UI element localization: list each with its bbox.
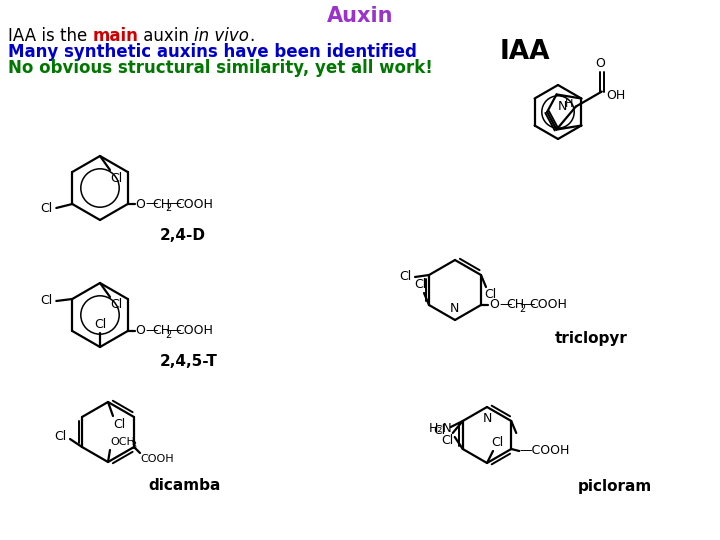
Text: No obvious structural similarity, yet all work!: No obvious structural similarity, yet al… (8, 59, 433, 77)
Text: Cl: Cl (414, 279, 426, 292)
Text: OH: OH (606, 89, 625, 102)
Text: Cl: Cl (441, 435, 453, 448)
Text: —: — (168, 325, 181, 338)
Text: in vivo: in vivo (194, 27, 249, 45)
Text: H₂N: H₂N (429, 422, 453, 435)
Text: O: O (135, 325, 145, 338)
Text: Cl: Cl (433, 424, 445, 437)
Text: H: H (564, 99, 573, 110)
Text: Cl: Cl (110, 299, 122, 312)
Text: Cl: Cl (113, 417, 125, 430)
Text: main: main (92, 27, 138, 45)
Text: IAA is the: IAA is the (8, 27, 92, 45)
Text: —: — (499, 299, 511, 312)
Text: Many synthetic auxins have been identified: Many synthetic auxins have been identifi… (8, 43, 417, 61)
Text: —: — (168, 198, 181, 211)
Text: 2: 2 (166, 203, 172, 213)
Text: Cl: Cl (40, 294, 53, 307)
Text: Cl: Cl (484, 288, 496, 301)
Text: COOH: COOH (140, 454, 174, 464)
Text: N: N (483, 413, 492, 426)
Text: O: O (595, 57, 605, 70)
Text: COOH: COOH (176, 325, 214, 338)
Text: OCH: OCH (110, 437, 135, 447)
Text: N: N (450, 301, 459, 314)
Text: —: — (145, 198, 158, 211)
Text: 2: 2 (166, 330, 172, 340)
Text: picloram: picloram (578, 480, 652, 495)
Text: COOH: COOH (176, 198, 214, 211)
Text: .: . (249, 27, 255, 45)
Text: Cl: Cl (110, 172, 122, 185)
Text: —: — (145, 325, 158, 338)
Text: Cl: Cl (491, 436, 503, 449)
Text: CH: CH (153, 325, 171, 338)
Text: —: — (522, 299, 534, 312)
Text: dicamba: dicamba (148, 477, 220, 492)
Text: 2,4,5-T: 2,4,5-T (160, 354, 218, 369)
Text: Cl: Cl (40, 201, 53, 214)
Text: Cl: Cl (54, 430, 66, 443)
Text: CH: CH (506, 299, 524, 312)
Text: —COOH: —COOH (519, 444, 570, 457)
Text: COOH: COOH (529, 299, 567, 312)
Text: O: O (135, 198, 145, 211)
Text: N: N (557, 100, 567, 113)
Text: auxin: auxin (138, 27, 194, 45)
Text: IAA: IAA (500, 39, 551, 65)
Text: CH: CH (153, 198, 171, 211)
Text: Cl: Cl (399, 271, 411, 284)
Text: 2: 2 (519, 304, 525, 314)
Text: 2,4-D: 2,4-D (160, 227, 206, 242)
Text: Cl: Cl (94, 319, 107, 332)
Text: triclopyr: triclopyr (555, 330, 628, 346)
Text: Auxin: Auxin (327, 6, 393, 26)
Text: O: O (489, 299, 499, 312)
Text: 3: 3 (130, 441, 136, 451)
